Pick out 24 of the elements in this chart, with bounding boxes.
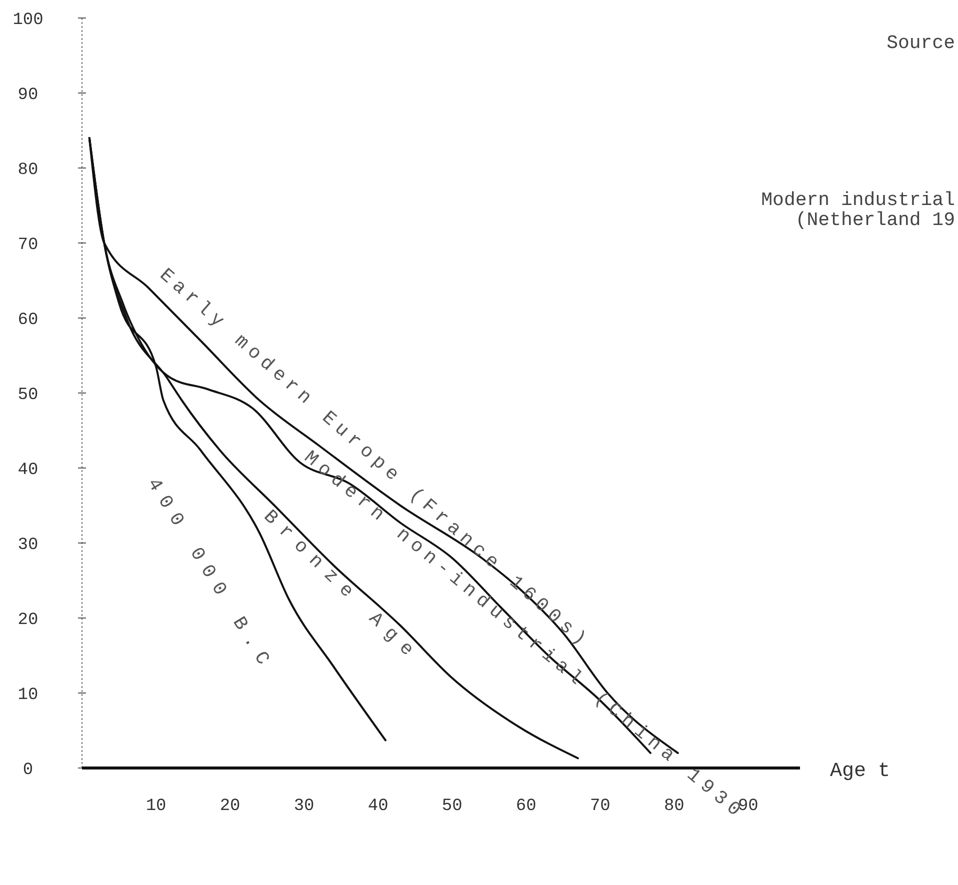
annotation: (Netherland 19 — [795, 209, 955, 231]
y-tick-label: 60 — [18, 311, 38, 330]
y-tick-label: 100 — [12, 11, 44, 30]
y-tick-label: 20 — [18, 611, 38, 630]
x-tick-label: 60 — [516, 797, 536, 816]
annotation: Modern industrial — [761, 189, 955, 211]
text: Source — [886, 32, 955, 54]
x-tick-label: 20 — [220, 797, 240, 816]
y-tick-label: 70 — [18, 236, 38, 255]
x-tick-label: 90 — [738, 797, 758, 816]
x-tick-label: 10 — [146, 797, 166, 816]
x-tick-label: 30 — [294, 797, 314, 816]
y-tick-label: 30 — [18, 536, 38, 555]
x-tick-label: 70 — [590, 797, 610, 816]
x-axis-title: Age t — [830, 760, 890, 783]
y-tick-label: 90 — [18, 86, 38, 105]
x-tick-label: 80 — [664, 797, 684, 816]
y-tick-label: 80 — [18, 161, 38, 180]
y-tick-label: 50 — [18, 386, 38, 405]
x-tick-label: 40 — [368, 797, 388, 816]
y-tick-label: 10 — [18, 686, 38, 705]
y-tick-label: 40 — [18, 461, 38, 480]
x-tick-label: 50 — [442, 797, 462, 816]
y-tick-label: 0 — [22, 761, 34, 780]
